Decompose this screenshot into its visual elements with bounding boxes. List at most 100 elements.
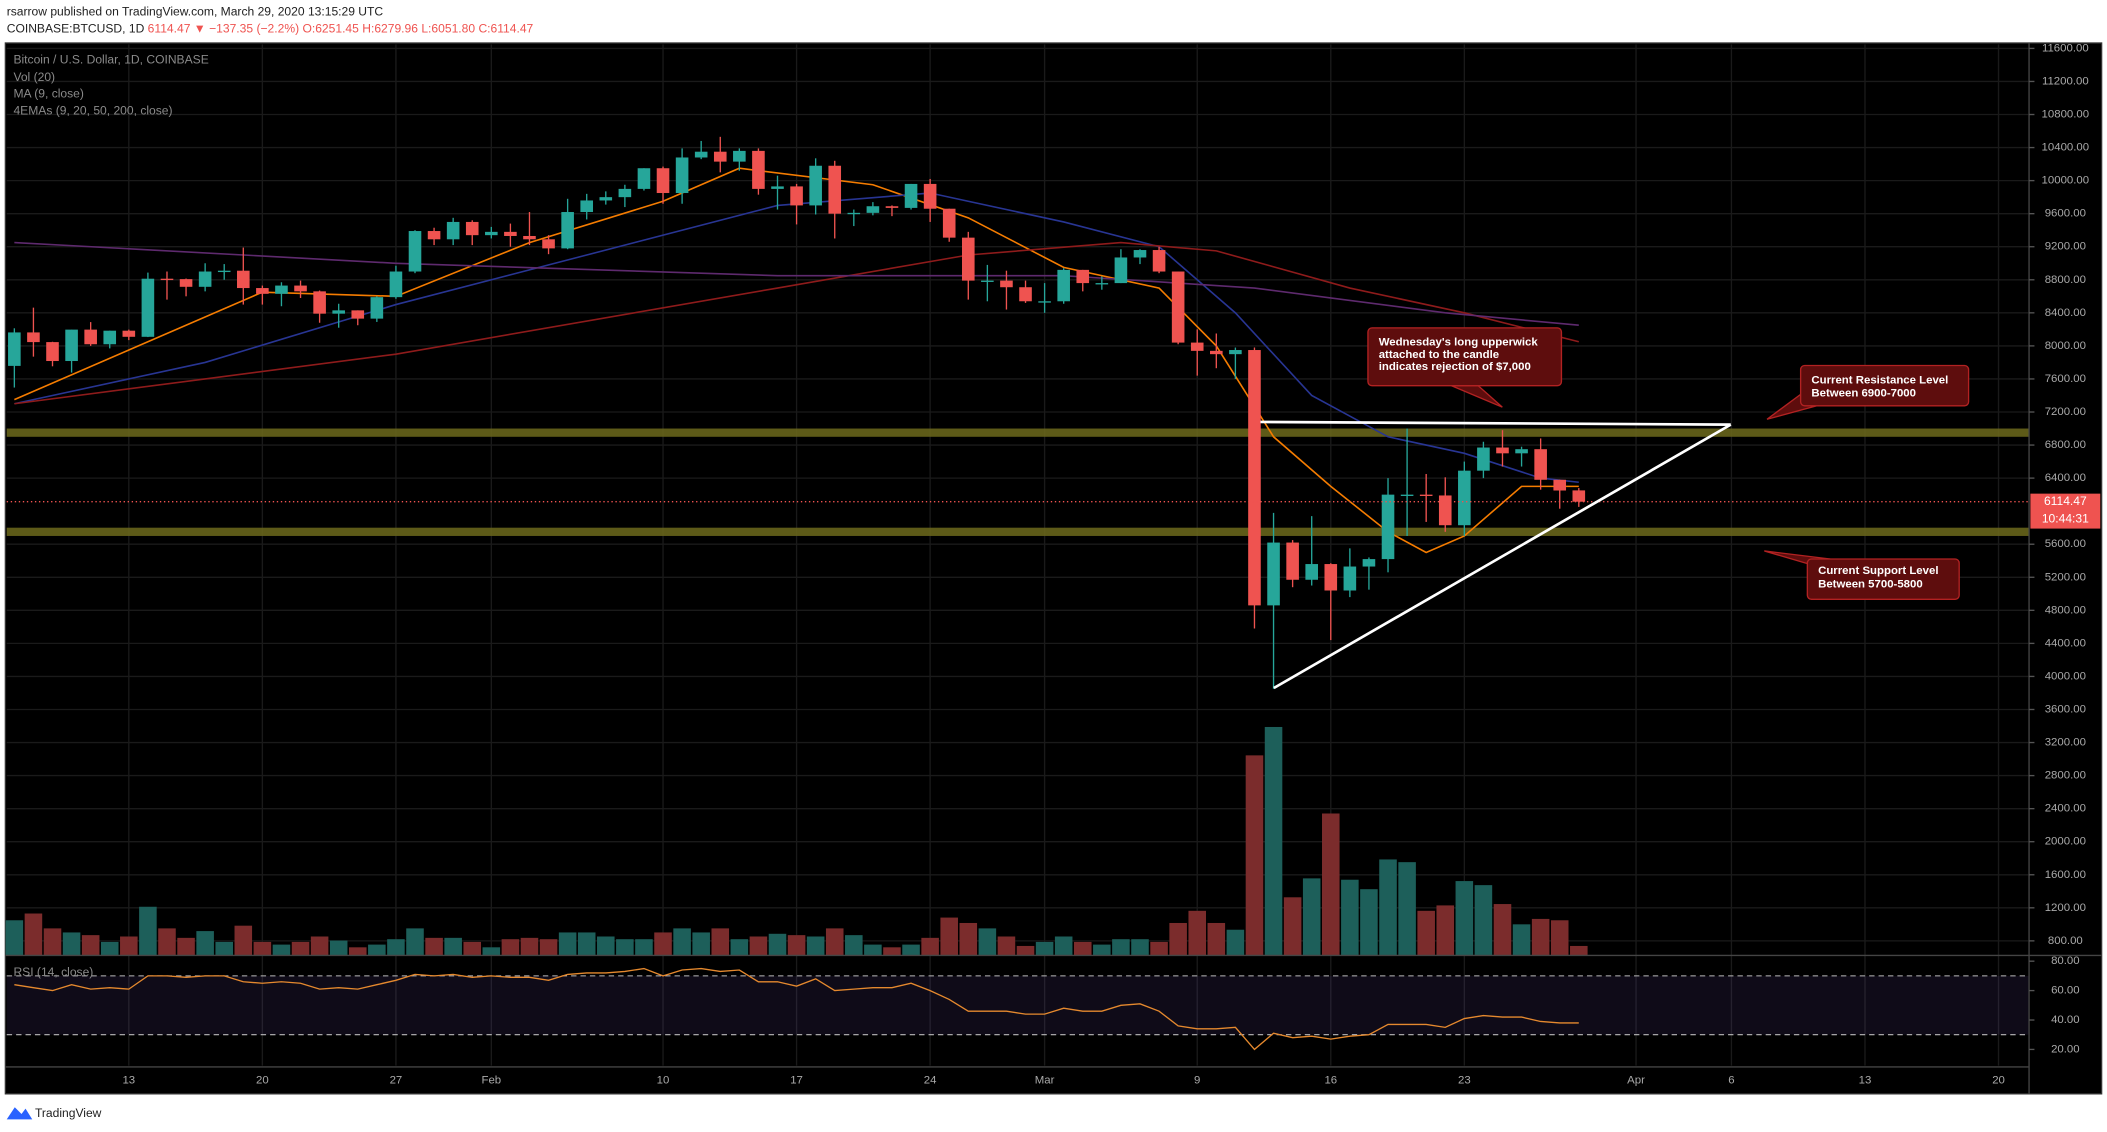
price-label-bg <box>2030 493 2101 529</box>
volume-bar <box>978 928 997 956</box>
candle-body <box>65 329 78 362</box>
candle-body <box>8 332 21 366</box>
x-tick-label: 17 <box>790 1074 803 1086</box>
candle-body <box>389 271 403 298</box>
candle-body <box>1496 447 1509 454</box>
volume-bar <box>1417 910 1435 956</box>
volume-bar <box>348 947 367 956</box>
level-band <box>6 527 2030 536</box>
chart-bg <box>4 42 2103 1095</box>
candle-body <box>904 183 918 208</box>
x-tick-label: 9 <box>1194 1074 1200 1086</box>
volume-bar <box>1531 918 1550 956</box>
volume-bar <box>1188 910 1207 956</box>
volume-bar <box>272 944 291 956</box>
y-tick-label: 2400.00 <box>2045 803 2086 815</box>
indicator-label: 4EMAs (9, 20, 50, 200, close) <box>13 104 172 118</box>
volume-bar <box>329 940 348 956</box>
volume-bar <box>62 932 81 956</box>
volume-bar <box>1379 859 1397 956</box>
candle-body <box>885 206 899 208</box>
annotation-text: attached to the candle <box>1379 349 1499 361</box>
indicator-label: Vol (20) <box>13 70 55 84</box>
candle-body <box>1553 479 1567 491</box>
logo-icon <box>6 1107 33 1120</box>
volume-bar <box>1226 929 1245 956</box>
x-tick-label: 24 <box>924 1074 937 1086</box>
x-tick-label: 20 <box>1992 1074 2005 1086</box>
volume-bar <box>196 931 214 956</box>
x-tick-label: 6 <box>1728 1074 1734 1086</box>
y-tick-label: 8400.00 <box>2045 307 2086 319</box>
symbol-line: COINBASE:BTCUSD, 1D 6114.47 ▼ −137.35 (−… <box>7 22 534 36</box>
candle-body <box>771 186 784 189</box>
volume-bar <box>177 937 195 956</box>
trendline <box>1260 420 1731 426</box>
candle-body <box>122 330 136 337</box>
rsi-layer <box>6 967 2030 1051</box>
countdown-label: 10:44:31 <box>2042 511 2089 525</box>
y-tick-label: 1200.00 <box>2045 902 2086 914</box>
volume-bar <box>120 936 138 956</box>
x-tick-label: 10 <box>657 1074 670 1086</box>
candle-body <box>1400 494 1414 496</box>
y-tick-label: 1600.00 <box>2045 869 2086 881</box>
candle-body <box>809 165 822 206</box>
callout-box <box>1806 558 1960 600</box>
y-tick-label: 9200.00 <box>2045 241 2086 253</box>
volume-bar <box>1245 755 1264 956</box>
y-tick-label: 6800.00 <box>2045 439 2086 451</box>
y-tick-label: 6400.00 <box>2045 472 2086 484</box>
y-tick-label: 11600.00 <box>2042 42 2089 54</box>
volume-bar <box>482 947 501 956</box>
annotation-text: Between 6900-7000 <box>1811 388 1916 400</box>
y-tick-label: 4000.00 <box>2045 670 2086 682</box>
author-line: rsarrow published on TradingView.com, Ma… <box>7 4 384 18</box>
candle-body <box>179 279 193 287</box>
footer-logo: TradingView <box>6 1106 102 1120</box>
y-tick-label: 5600.00 <box>2045 538 2086 550</box>
volume-bar <box>1360 889 1378 956</box>
candle-body <box>790 186 803 206</box>
candle-body <box>1057 269 1070 302</box>
candle-body <box>427 231 441 240</box>
y-tick-label: 3600.00 <box>2045 704 2086 716</box>
volume-bar <box>692 932 710 956</box>
volume-bar <box>387 939 405 956</box>
candle-body <box>1210 350 1223 355</box>
y-tick-label: 80.00 <box>2051 955 2080 967</box>
volume-bar <box>883 947 901 956</box>
volume-bar <box>749 936 768 956</box>
annotation-text: Wednesday's long upperwick <box>1379 337 1539 349</box>
candle-body <box>1305 564 1318 580</box>
candle-body <box>561 212 574 249</box>
level-band <box>6 428 2030 437</box>
candle-body <box>942 208 956 238</box>
candle-body <box>485 231 498 236</box>
price-label: 6114.47 <box>2044 494 2087 508</box>
ema-line <box>14 192 1579 484</box>
candle-body <box>1572 490 1586 502</box>
y-tick-label: 10400.00 <box>2042 142 2090 154</box>
annotation-text: Current Support Level <box>1818 565 1938 577</box>
candle-body <box>236 270 250 289</box>
volume-bar <box>1436 905 1455 956</box>
candle-body <box>981 280 994 282</box>
candle-body <box>866 206 880 213</box>
candle-body <box>1190 342 1204 351</box>
brand: TradingView <box>35 1106 102 1120</box>
candles-layer <box>6 136 2030 689</box>
volume-bar <box>43 928 62 956</box>
volume-bar <box>501 939 520 956</box>
volume-bar <box>597 936 615 956</box>
callout-box <box>1799 364 1970 407</box>
candle-body <box>198 271 212 287</box>
volume-bar <box>806 936 825 956</box>
candle-body <box>923 183 937 209</box>
volume-bar <box>654 932 672 956</box>
y-tick-label: 40.00 <box>2051 1014 2080 1026</box>
volume-bar <box>5 920 24 956</box>
volume-bar <box>825 928 844 956</box>
candle-body <box>313 291 326 314</box>
volume-bar <box>1512 924 1531 956</box>
